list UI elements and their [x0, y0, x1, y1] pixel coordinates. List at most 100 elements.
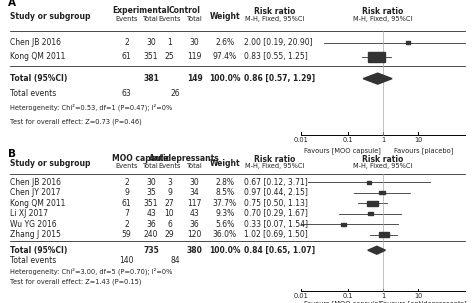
Text: 84: 84 — [170, 256, 180, 265]
Text: 9.3%: 9.3% — [215, 209, 234, 218]
Text: 30: 30 — [190, 178, 200, 187]
Text: 37.7%: 37.7% — [213, 199, 237, 208]
Text: Chen JB 2016: Chen JB 2016 — [10, 38, 61, 47]
Text: 0.70 [0.29, 1.67]: 0.70 [0.29, 1.67] — [244, 209, 308, 218]
Text: Total: Total — [143, 163, 159, 168]
Text: 59: 59 — [122, 230, 132, 239]
Text: 10: 10 — [414, 137, 423, 143]
Text: Heterogeneity: Chi²=3.00, df=5 (P=0.70); I²=0%: Heterogeneity: Chi²=3.00, df=5 (P=0.70);… — [10, 267, 173, 275]
Text: Favours [MOO capsule]: Favours [MOO capsule] — [304, 147, 381, 154]
Text: 8.5%: 8.5% — [215, 188, 234, 197]
Bar — [379, 191, 384, 194]
Text: 43: 43 — [146, 209, 156, 218]
Text: Kong QM 2011: Kong QM 2011 — [10, 52, 65, 62]
Text: 2: 2 — [124, 38, 129, 47]
Text: Risk ratio: Risk ratio — [362, 7, 404, 16]
Text: 1: 1 — [167, 38, 172, 47]
Text: Total: Total — [187, 163, 203, 168]
Bar — [368, 52, 385, 62]
Text: Favours [MOO capsule]: Favours [MOO capsule] — [304, 300, 381, 303]
Text: 0.75 [0.50, 1.13]: 0.75 [0.50, 1.13] — [244, 199, 308, 208]
Text: Control: Control — [168, 5, 200, 15]
Text: Test for overall effect: Z=1.43 (P=0.15): Test for overall effect: Z=1.43 (P=0.15) — [10, 278, 141, 285]
Text: 2.00 [0.19, 20.90]: 2.00 [0.19, 20.90] — [244, 38, 312, 47]
Text: 27: 27 — [164, 199, 174, 208]
Text: Li XJ 2017: Li XJ 2017 — [10, 209, 48, 218]
Text: 0.01: 0.01 — [294, 137, 309, 143]
Text: 735: 735 — [143, 246, 159, 255]
Text: 0.33 [0.07, 1.54]: 0.33 [0.07, 1.54] — [244, 220, 308, 229]
Text: 117: 117 — [188, 199, 202, 208]
Text: 2: 2 — [124, 178, 129, 187]
Text: Events: Events — [158, 16, 181, 22]
Text: Chen JY 2017: Chen JY 2017 — [10, 188, 61, 197]
Text: 2.8%: 2.8% — [215, 178, 234, 187]
Text: 100.0%: 100.0% — [209, 246, 240, 255]
Text: 30: 30 — [190, 38, 200, 47]
Text: M-H, Fixed, 95%CI: M-H, Fixed, 95%CI — [246, 163, 305, 168]
Text: 380: 380 — [187, 246, 203, 255]
Text: M-H, Fixed, 95%CI: M-H, Fixed, 95%CI — [353, 16, 413, 22]
Text: 63: 63 — [122, 88, 132, 98]
Text: 0.83 [0.55, 1.25]: 0.83 [0.55, 1.25] — [244, 52, 308, 62]
Text: 25: 25 — [164, 52, 174, 62]
Text: 351: 351 — [144, 199, 158, 208]
Text: Heterogeneity: Chi²=0.53, df=1 (P=0.47); I²=0%: Heterogeneity: Chi²=0.53, df=1 (P=0.47);… — [10, 104, 172, 111]
Text: Test for overall effect: Z=0.73 (P=0.46): Test for overall effect: Z=0.73 (P=0.46) — [10, 119, 142, 125]
Text: 0.67 [0.12, 3.71]: 0.67 [0.12, 3.71] — [244, 178, 308, 187]
Text: 2: 2 — [124, 220, 129, 229]
Text: 34: 34 — [190, 188, 200, 197]
Text: Total (95%CI): Total (95%CI) — [10, 246, 67, 255]
Text: Risk ratio: Risk ratio — [362, 155, 404, 164]
Text: 1: 1 — [381, 293, 385, 298]
Text: 0.97 [0.44, 2.15]: 0.97 [0.44, 2.15] — [244, 188, 308, 197]
Text: Events: Events — [116, 16, 138, 22]
Bar — [367, 201, 378, 206]
Text: 6: 6 — [167, 220, 172, 229]
Text: Chen JB 2016: Chen JB 2016 — [10, 178, 61, 187]
Text: 36.0%: 36.0% — [213, 230, 237, 239]
Text: A: A — [8, 0, 16, 8]
Text: Favours [placebo]: Favours [placebo] — [394, 147, 454, 154]
Bar — [367, 181, 371, 184]
Text: Antidepressants: Antidepressants — [149, 154, 219, 163]
Bar — [368, 212, 373, 215]
Text: MOO capsule: MOO capsule — [112, 154, 169, 163]
Text: 9: 9 — [167, 188, 172, 197]
Text: M-H, Fixed, 95%CI: M-H, Fixed, 95%CI — [246, 16, 305, 22]
Text: 2.6%: 2.6% — [215, 38, 234, 47]
Text: Weight: Weight — [210, 12, 240, 21]
Bar — [379, 232, 389, 237]
Text: Weight: Weight — [210, 159, 240, 168]
Text: 119: 119 — [188, 52, 202, 62]
Text: 10: 10 — [414, 293, 423, 298]
Text: 7: 7 — [124, 209, 129, 218]
Text: Total events: Total events — [10, 88, 56, 98]
Text: M-H, Fixed, 95%CI: M-H, Fixed, 95%CI — [353, 163, 413, 168]
Text: 149: 149 — [187, 74, 203, 83]
Text: Total: Total — [187, 16, 203, 22]
Text: Total: Total — [143, 16, 159, 22]
Text: 100.0%: 100.0% — [209, 74, 240, 83]
Text: Study or subgroup: Study or subgroup — [10, 159, 91, 168]
Text: 30: 30 — [146, 178, 156, 187]
Text: 30: 30 — [146, 38, 156, 47]
Text: B: B — [8, 148, 16, 158]
Text: 0.86 [0.57, 1.29]: 0.86 [0.57, 1.29] — [244, 74, 315, 83]
Text: 10: 10 — [164, 209, 174, 218]
Text: 97.4%: 97.4% — [213, 52, 237, 62]
Text: 43: 43 — [190, 209, 200, 218]
Text: 0.1: 0.1 — [342, 293, 353, 298]
Text: Total (95%CI): Total (95%CI) — [10, 74, 67, 83]
Text: 351: 351 — [144, 52, 158, 62]
Text: Total events: Total events — [10, 256, 56, 265]
Text: 140: 140 — [119, 256, 134, 265]
Polygon shape — [368, 246, 385, 254]
Text: 9: 9 — [124, 188, 129, 197]
Text: Experimental: Experimental — [112, 5, 169, 15]
Text: 61: 61 — [122, 199, 132, 208]
Polygon shape — [363, 73, 392, 84]
Text: 36: 36 — [146, 220, 156, 229]
Text: 29: 29 — [164, 230, 174, 239]
Text: 5.6%: 5.6% — [215, 220, 234, 229]
